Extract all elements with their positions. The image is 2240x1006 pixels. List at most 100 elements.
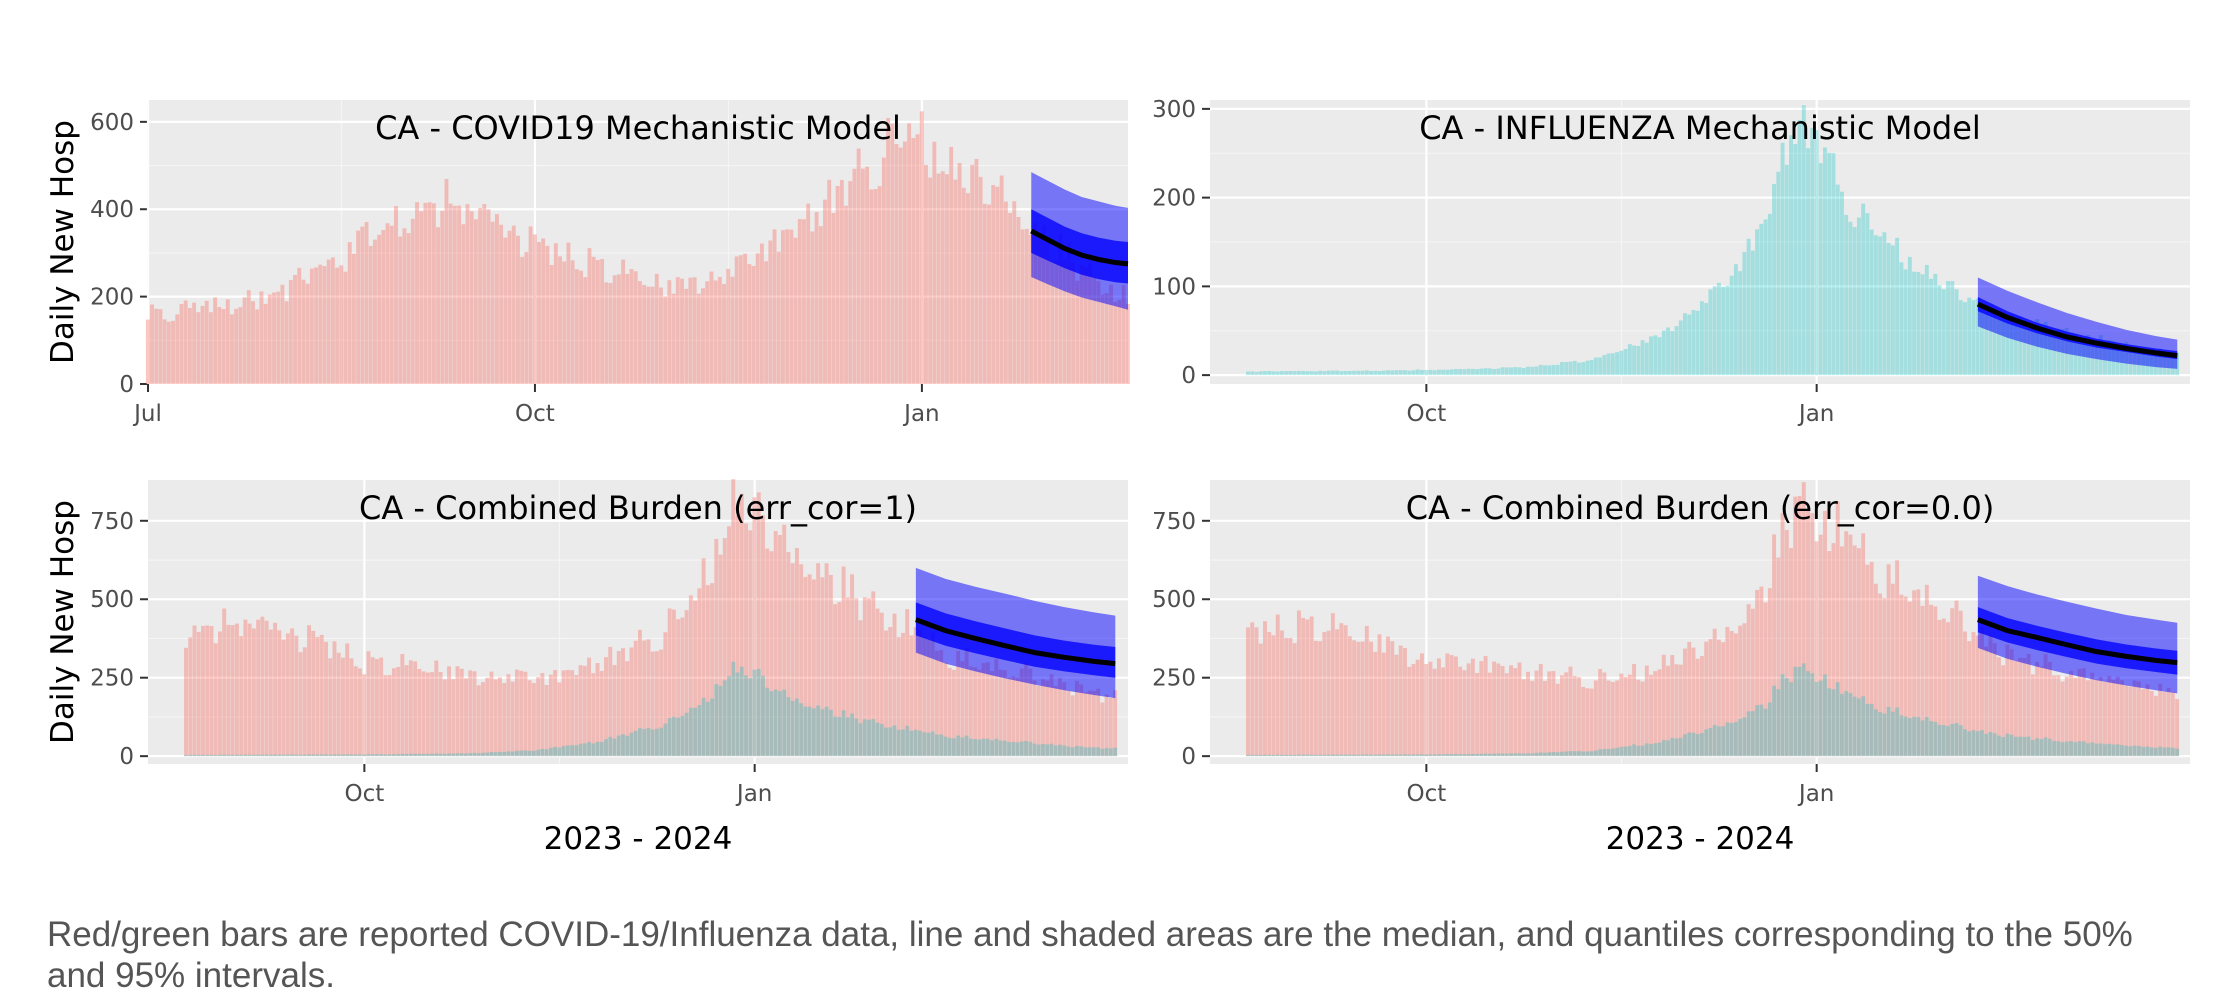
influenza-bar [638,728,642,757]
influenza-bar [1555,752,1560,757]
covid-bar [234,623,239,757]
covid-bar [1360,641,1365,757]
influenza-bar [1420,369,1424,376]
covid-bar [951,669,956,757]
influenza-bar [977,739,982,757]
covid-bar [1024,663,1028,757]
influenza-bar [2026,736,2031,757]
influenza-bar [430,753,435,757]
x-tick-label: Jan [1797,781,1834,807]
covid-bar [940,171,945,384]
covid-bar [2162,691,2167,757]
covid-bar [514,669,519,757]
influenza-bar [862,719,867,757]
covid-bar [1746,604,1751,757]
influenza-bar [1432,370,1437,376]
influenza-bar [1823,147,1827,376]
influenza-bar [536,749,541,757]
covid-bar [175,314,180,384]
covid-bar [717,276,722,384]
covid-bar [974,158,979,384]
influenza-bar [1963,302,1967,376]
influenza-bar [1890,711,1895,757]
influenza-bar [625,735,630,757]
covid-bar [994,658,999,757]
covid-bar [1534,670,1539,757]
influenza-bar [1360,754,1365,757]
influenza-bar [2077,338,2082,376]
covid-bar [676,619,681,757]
influenza-bar [281,754,286,757]
covid-bar [431,203,436,384]
covid-bar [482,204,487,384]
influenza-bar [2035,738,2040,757]
influenza-bar [247,754,252,757]
influenza-bar [1547,752,1552,757]
covid-bar [259,291,264,384]
covid-bar [332,641,337,757]
influenza-bar [1453,753,1458,757]
influenza-bar [1407,754,1412,757]
influenza-bar [1759,704,1764,757]
covid-bar [1793,496,1798,757]
covid-bar [833,604,838,757]
covid-bar [1644,665,1649,757]
covid-bar [1041,225,1046,384]
influenza-bar [1534,366,1539,376]
covid-bar [1831,543,1836,757]
influenza-bar [1445,754,1450,757]
influenza-bar [1589,359,1594,376]
covid-bar [879,612,884,757]
covid-bar [2124,685,2129,757]
influenza-bar [816,705,821,757]
influenza-bar [1292,371,1297,376]
influenza-bar [1789,135,1793,376]
influenza-bar [1087,747,1092,757]
influenza-bar [1318,370,1323,376]
influenza-bar [1644,342,1649,376]
covid-bar [1062,259,1067,384]
influenza-bar [1937,285,1942,376]
influenza-bar [209,754,214,757]
covid-bar [267,294,272,384]
influenza-bar [1462,369,1467,376]
covid-bar [519,670,524,757]
influenza-bar [2001,737,2006,757]
influenza-bar [447,753,451,757]
influenza-bar [1475,754,1480,757]
covid-bar [288,280,293,384]
influenza-bar [1924,716,1929,757]
covid-bar [1729,630,1734,757]
influenza-bar [1411,370,1416,376]
covid-bar [495,214,499,384]
influenza-bar [2086,743,2090,757]
influenza-bar [1873,709,1878,757]
covid-bar [1500,665,1505,757]
y-axis-title: Daily New Hosp [45,500,81,744]
covid-bar [2094,679,2099,757]
influenza-bar [438,753,443,757]
influenza-bar [1750,250,1755,376]
influenza-bar [315,754,320,757]
influenza-bar [2035,319,2040,376]
covid-bar [196,312,201,384]
influenza-bar [540,748,545,757]
influenza-bar [1470,368,1475,376]
influenza-bar [514,750,519,757]
influenza-bar [731,661,736,757]
influenza-bar [548,747,553,757]
influenza-bar [1954,722,1959,757]
influenza-bar [1780,142,1785,376]
covid-bar [2030,674,2035,757]
influenza-bar [659,727,664,757]
covid-bar [793,237,798,384]
covid-bar [901,632,905,757]
influenza-bar [1912,716,1917,757]
covid-bar [192,625,197,757]
influenza-bar [926,732,931,757]
covid-bar [2145,684,2150,757]
influenza-bar [824,706,829,757]
influenza-bar [1479,753,1484,757]
influenza-bar [2162,747,2167,757]
covid-bar [1704,641,1709,757]
